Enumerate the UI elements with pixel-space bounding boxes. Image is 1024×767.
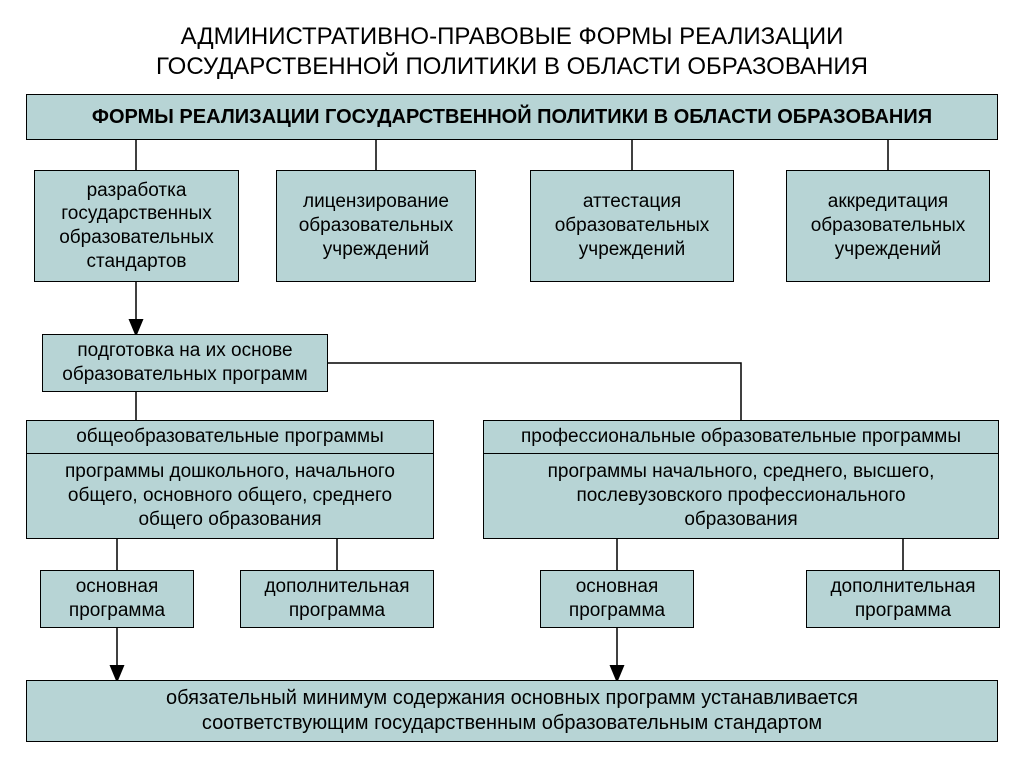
diagram-title: АДМИНИСТРАТИВНО-ПРАВОВЫЕ ФОРМЫ РЕАЛИЗАЦИ… (108, 22, 916, 82)
node-g_add: дополнительная программа (240, 570, 434, 628)
node-p_main: основная программа (540, 570, 694, 628)
node-f2: лицензирование образовательных учреждени… (276, 170, 476, 282)
node-gen_d: программы дошкольного, начального общего… (26, 453, 434, 539)
node-f3: аттестация образовательных учреждений (530, 170, 734, 282)
node-f4: аккредитация образовательных учреждений (786, 170, 990, 282)
node-root: ФОРМЫ РЕАЛИЗАЦИИ ГОСУДАРСТВЕННОЙ ПОЛИТИК… (26, 94, 998, 140)
node-g_main: основная программа (40, 570, 194, 628)
node-f1: разработка государственных образовательн… (34, 170, 239, 282)
node-pro_h: профессиональные образовательные програм… (483, 420, 999, 454)
node-prep: подготовка на их основе образовательных … (42, 334, 328, 392)
edge-prep-pro_h (328, 363, 741, 420)
node-bottom: обязательный минимум содержания основных… (26, 680, 998, 742)
node-pro_d: программы начального, среднего, высшего,… (483, 453, 999, 539)
node-gen_h: общеобразовательные программы (26, 420, 434, 454)
node-p_add: дополнительная программа (806, 570, 1000, 628)
